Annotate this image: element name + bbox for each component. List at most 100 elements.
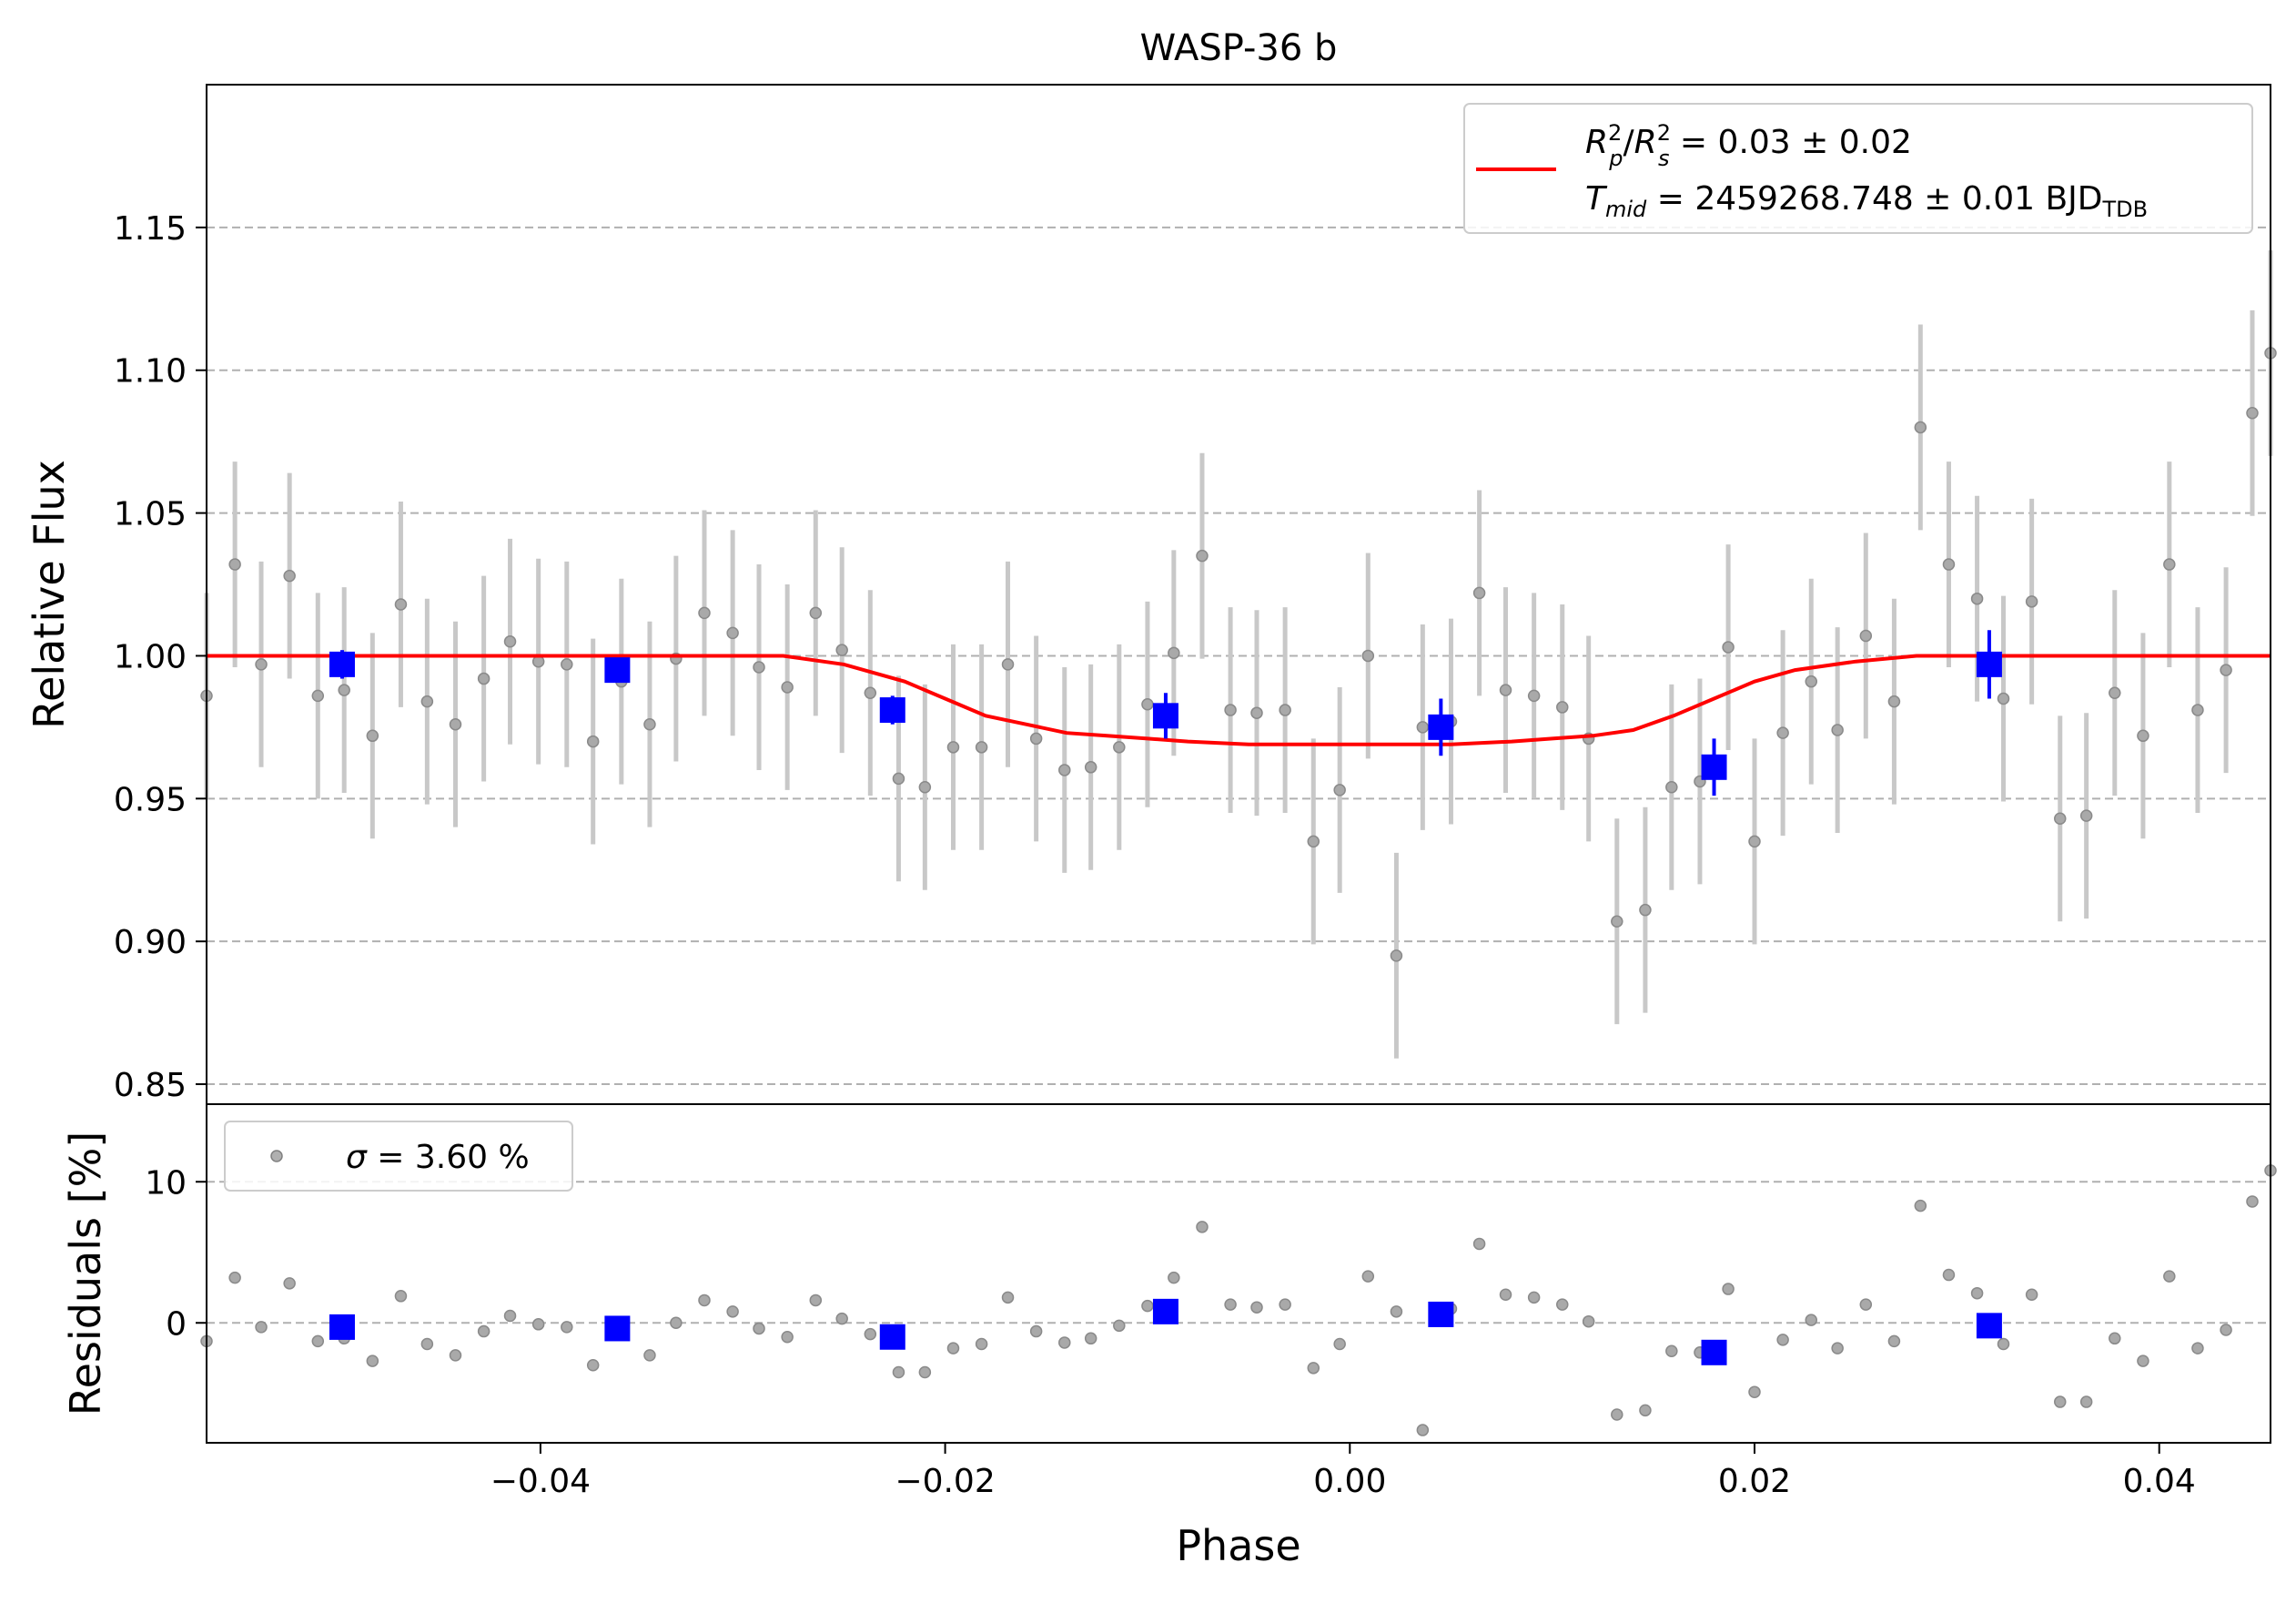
flux-point	[975, 741, 988, 754]
flux-point	[698, 606, 711, 620]
flux-point	[1113, 741, 1126, 754]
residual-point	[1279, 1298, 1291, 1311]
flux-point	[1279, 704, 1291, 716]
residual-point	[1527, 1291, 1541, 1304]
residual-point	[835, 1312, 848, 1325]
flux-binned-point	[329, 651, 355, 677]
flux-point	[420, 695, 434, 708]
residual-point	[1748, 1385, 1761, 1398]
flux-point	[2109, 686, 2121, 699]
flux-point	[1970, 592, 1984, 605]
residual-binned-points	[329, 1298, 2002, 1365]
residual-point	[1942, 1268, 1956, 1282]
residuals-panel: 0 10 −0.04 −0.02 0.00 0.02 0.04 Residuals [%]…	[61, 1103, 2277, 1570]
residuals-grid	[207, 1181, 2271, 1324]
residual-point	[1141, 1299, 1154, 1313]
residual-point	[1665, 1344, 1678, 1357]
flux-point	[1084, 761, 1097, 774]
residual-binned-point	[329, 1314, 355, 1340]
flux-y-tick-label: 0.95	[114, 781, 187, 818]
flux-point	[1997, 692, 2010, 705]
residual-point	[1361, 1270, 1375, 1283]
flux-point	[1914, 421, 1927, 434]
flux-binned-points	[329, 630, 2002, 796]
residual-point	[2246, 1195, 2259, 1208]
residual-point	[1805, 1314, 1818, 1326]
residual-point	[2137, 1354, 2149, 1367]
residual-point	[1831, 1342, 1844, 1354]
legend-rp-sub: p	[1608, 146, 1623, 171]
legend-rs-sup: 2	[1657, 120, 1671, 146]
flux-point	[1722, 641, 1735, 654]
residual-point	[420, 1337, 434, 1351]
flux-binned-point	[604, 657, 631, 684]
residual-point	[1390, 1305, 1403, 1318]
legend-t-symbol: T	[1585, 180, 1608, 218]
flux-point	[477, 672, 491, 685]
flux-point	[1556, 701, 1569, 714]
legend-rp-symbol: R	[1585, 124, 1608, 161]
x-tick-label: −0.04	[491, 1463, 591, 1500]
residual-binned-point	[1428, 1301, 1454, 1327]
flux-point	[2079, 809, 2093, 822]
flux-points	[200, 347, 2277, 962]
residual-point	[1887, 1334, 1901, 1348]
flux-panel: 0.85 0.90 0.95 1.00 1.05 1.10 1.15 WASP-36 b R…	[25, 27, 2277, 1105]
x-axis-label: Phase	[1176, 1521, 1300, 1570]
residual-point	[531, 1318, 545, 1331]
residual-point	[1196, 1221, 1209, 1233]
flux-point	[1887, 695, 1901, 708]
x-tick-label: 0.00	[1313, 1463, 1386, 1500]
flux-point	[449, 717, 462, 731]
legend-t-sub: mid	[1605, 197, 1647, 222]
flux-point	[2191, 704, 2204, 716]
legend-sigma: σ = 3.60 %	[346, 1139, 530, 1176]
residuals-y-ticks: 0 10	[145, 1164, 207, 1343]
residual-point	[503, 1309, 517, 1323]
residual-point	[918, 1365, 932, 1379]
flux-point	[643, 717, 656, 731]
flux-point	[311, 689, 325, 703]
residual-point	[781, 1331, 794, 1344]
flux-point	[1859, 629, 1873, 643]
flux-point	[366, 729, 379, 743]
flux-point	[1168, 646, 1180, 660]
flux-y-tick-label: 0.85	[114, 1067, 187, 1104]
residuals-y-axis-label: Residuals [%]	[61, 1131, 110, 1415]
flux-y-tick-label: 1.00	[114, 638, 187, 675]
flux-point	[2137, 729, 2149, 743]
flux-point	[864, 686, 877, 699]
legend-sigma-value: = 3.60 %	[367, 1139, 530, 1176]
residual-point	[1001, 1291, 1015, 1304]
flux-point	[726, 626, 739, 640]
flux-point	[1499, 684, 1512, 696]
residual-point	[1250, 1301, 1263, 1314]
residual-point	[1722, 1283, 1735, 1295]
residual-point	[1556, 1298, 1569, 1311]
residuals-legend: σ = 3.60 %	[224, 1121, 573, 1192]
flux-point	[338, 684, 350, 696]
flux-point	[2163, 558, 2176, 571]
residual-point	[394, 1290, 408, 1303]
residual-point	[1224, 1298, 1237, 1311]
flux-point	[1416, 721, 1430, 734]
residual-point	[1113, 1319, 1126, 1333]
flux-point	[1665, 781, 1678, 794]
residual-point	[366, 1354, 379, 1367]
residual-binned-point	[1152, 1298, 1178, 1324]
flux-point	[1527, 689, 1541, 703]
residual-point	[1970, 1286, 1984, 1300]
flux-point	[1333, 784, 1346, 796]
flux-point	[2054, 812, 2067, 826]
residual-point	[2079, 1395, 2093, 1408]
chart-title: WASP-36 b	[1140, 27, 1338, 69]
flux-point	[394, 598, 408, 611]
residual-point	[2025, 1288, 2038, 1301]
residual-point	[946, 1342, 960, 1354]
flux-legend: R2 p/R2 s = 0.03 ± 0.02 Tmid = 2459268.748…	[1463, 103, 2253, 234]
residual-y-tick-label: 0	[166, 1305, 187, 1343]
flux-y-tick-label: 1.15	[114, 210, 187, 248]
residual-point	[477, 1324, 491, 1338]
flux-point	[1942, 558, 1956, 571]
legend-rs-sub: s	[1658, 146, 1670, 171]
